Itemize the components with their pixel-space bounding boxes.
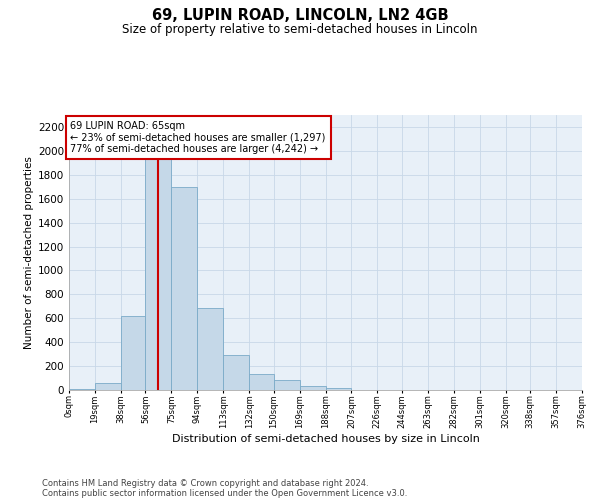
Text: Contains public sector information licensed under the Open Government Licence v3: Contains public sector information licen… [42,488,407,498]
Text: 69, LUPIN ROAD, LINCOLN, LN2 4GB: 69, LUPIN ROAD, LINCOLN, LN2 4GB [152,8,448,22]
Bar [299,386,325,390]
Bar [197,308,223,390]
Text: Contains HM Land Registry data © Crown copyright and database right 2024.: Contains HM Land Registry data © Crown c… [42,478,368,488]
Bar [145,136,172,390]
Text: Size of property relative to semi-detached houses in Lincoln: Size of property relative to semi-detach… [122,22,478,36]
Bar [172,186,197,390]
Y-axis label: Number of semi-detached properties: Number of semi-detached properties [24,156,34,349]
Bar [223,356,249,390]
Bar [325,388,352,390]
Text: 69 LUPIN ROAD: 65sqm
← 23% of semi-detached houses are smaller (1,297)
77% of se: 69 LUPIN ROAD: 65sqm ← 23% of semi-detac… [70,121,326,154]
Bar [121,316,145,390]
Bar [95,383,121,390]
X-axis label: Distribution of semi-detached houses by size in Lincoln: Distribution of semi-detached houses by … [172,434,479,444]
Bar [249,374,274,390]
Bar [274,380,299,390]
